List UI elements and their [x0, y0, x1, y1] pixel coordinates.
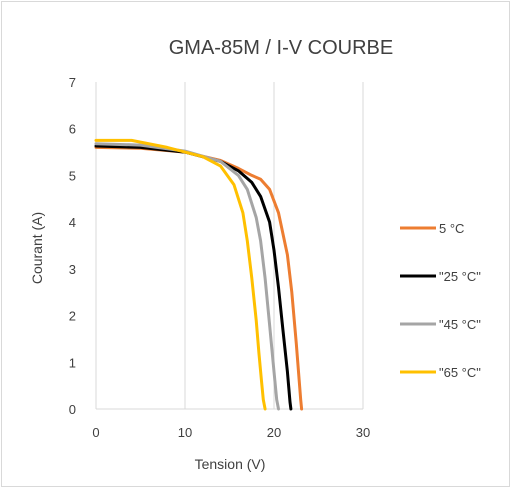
- y-tick-label: 5: [69, 168, 76, 183]
- axis-layer: 0 10 20 30 0 1 2 3 4 5 6 7: [69, 75, 370, 440]
- y-tick-label: 2: [69, 309, 76, 324]
- y-tick-label: 0: [69, 402, 76, 417]
- x-axis-label: Tension (V): [195, 456, 266, 472]
- x-tick-label: 10: [178, 425, 192, 440]
- chart-title: GMA-85M / I-V COURBE: [169, 37, 393, 59]
- y-tick-label: 1: [69, 355, 76, 370]
- y-tick-label: 6: [69, 122, 76, 137]
- legend-label: 5 °C: [439, 221, 464, 236]
- legend-layer: 5 °C "25 °C" "45 °C" "65 °C": [400, 221, 481, 380]
- y-tick-label: 7: [69, 75, 76, 90]
- x-tick-label: 20: [267, 425, 281, 440]
- series-line-1: [94, 145, 304, 411]
- y-tick-label: 3: [69, 262, 76, 277]
- series-line-4: [94, 138, 267, 411]
- x-tick-label: 30: [356, 425, 370, 440]
- x-tick-label: 0: [92, 425, 99, 440]
- legend-label: "45 °C": [439, 317, 481, 332]
- legend-label: "65 °C": [439, 365, 481, 380]
- y-tick-label: 4: [69, 215, 76, 230]
- series-layer: [94, 138, 304, 411]
- legend-label: "25 °C": [439, 269, 481, 284]
- y-axis-label: Courant (A): [29, 212, 45, 284]
